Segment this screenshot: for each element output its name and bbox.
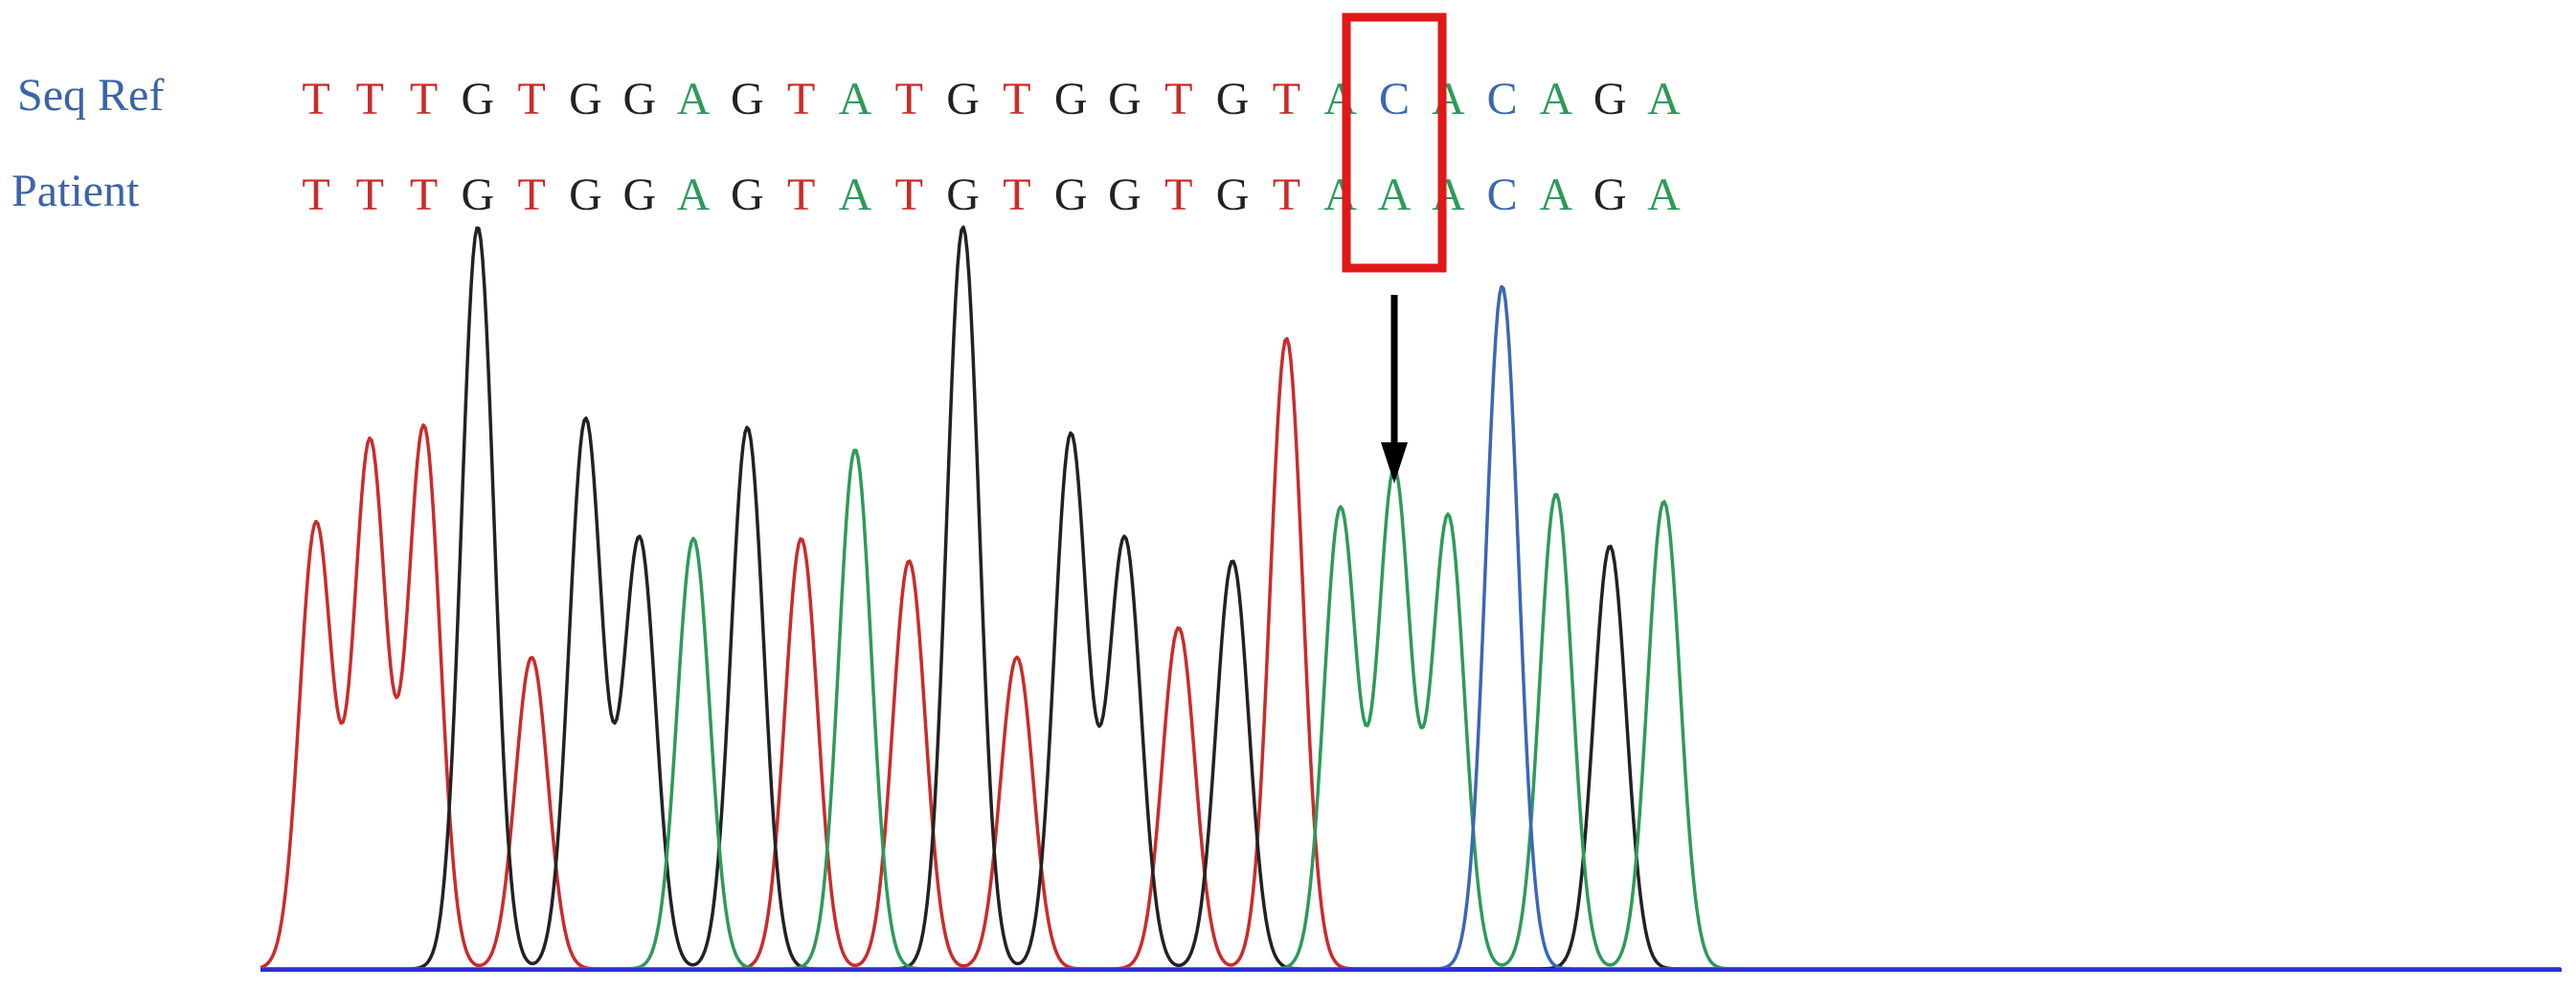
patient-base-4: G (461, 169, 495, 220)
reference-base-21: C (1378, 74, 1410, 124)
patient-base-10: T (787, 169, 816, 220)
reference-base-16: G (1108, 74, 1141, 124)
reference-base-26: A (1647, 74, 1681, 124)
trace-a (260, 448, 2561, 971)
reference-base-9: G (731, 74, 764, 124)
reference-base-13: G (946, 74, 980, 124)
patient-base-3: T (409, 169, 439, 220)
patient-base-14: T (1003, 169, 1031, 220)
patient-base-16: G (1108, 169, 1141, 220)
reference-base-24: A (1539, 74, 1573, 124)
reference-base-6: G (569, 74, 602, 124)
reference-base-7: G (622, 74, 657, 124)
patient-base-6: G (569, 169, 602, 220)
patient-base-5: T (517, 169, 546, 220)
reference-base-11: A (838, 74, 872, 124)
patient-base-8: A (676, 169, 711, 220)
patient-base-21: A (1377, 169, 1412, 220)
reference-base-5: T (517, 74, 546, 124)
patient-base-22: A (1431, 169, 1465, 220)
patient-base-7: G (622, 169, 657, 220)
reference-base-19: T (1272, 74, 1301, 124)
reference-base-14: T (1003, 74, 1031, 124)
variant-arrow (1381, 295, 1408, 483)
reference-base-23: C (1486, 74, 1518, 124)
patient-base-19: T (1272, 169, 1301, 220)
reference-base-10: T (787, 74, 816, 124)
patient-base-20: A (1323, 169, 1358, 220)
reference-base-25: G (1593, 74, 1627, 124)
patient-base-24: A (1539, 169, 1573, 220)
reference-base-20: A (1323, 74, 1358, 124)
reference-base-12: T (894, 74, 923, 124)
reference-base-1: T (302, 74, 330, 124)
patient-base-25: G (1593, 169, 1627, 220)
reference-base-22: A (1431, 74, 1465, 124)
reference-base-2: T (355, 74, 384, 124)
arrow-head (1381, 442, 1408, 483)
patient-base-12: T (894, 169, 923, 220)
variant-highlight-box (1342, 12, 1447, 273)
patient-base-2: T (355, 169, 384, 220)
patient-base-23: C (1486, 169, 1518, 220)
reference-base-8: A (676, 74, 711, 124)
patient-base-17: T (1164, 169, 1193, 220)
reference-base-4: G (461, 74, 495, 124)
patient-base-11: A (838, 169, 872, 220)
patient-base-18: G (1215, 169, 1250, 220)
trace-g (260, 225, 2561, 971)
seq-ref-label: Seq Ref (17, 70, 165, 121)
reference-base-3: T (409, 74, 439, 124)
patient-base-13: G (946, 169, 980, 220)
patient-label: Patient (11, 166, 140, 216)
patient-base-15: G (1053, 169, 1088, 220)
reference-base-17: T (1164, 74, 1193, 124)
reference-base-18: G (1215, 74, 1250, 124)
patient-base-9: G (731, 169, 764, 220)
reference-base-15: G (1053, 74, 1088, 124)
patient-base-26: A (1647, 169, 1681, 220)
chromatogram-traces (260, 225, 2561, 971)
patient-base-1: T (302, 169, 330, 220)
